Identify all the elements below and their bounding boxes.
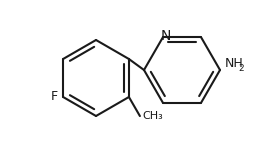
Text: F: F — [51, 91, 58, 103]
Text: NH: NH — [225, 57, 244, 70]
Text: 2: 2 — [238, 64, 244, 73]
Text: CH₃: CH₃ — [142, 111, 163, 121]
Text: N: N — [161, 29, 171, 43]
